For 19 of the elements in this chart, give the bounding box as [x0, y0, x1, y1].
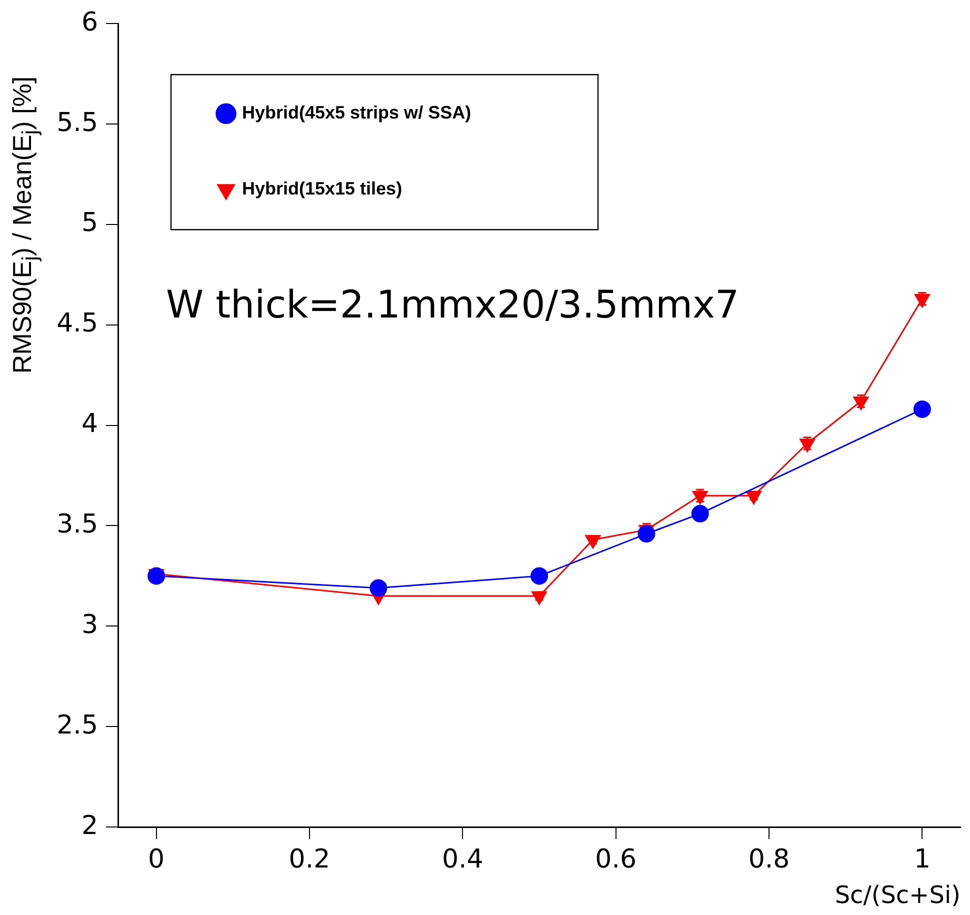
y-tick-label: 6 [81, 7, 98, 38]
y-tick-label: 3 [81, 610, 98, 640]
x-tick-label: 0.6 [595, 844, 637, 874]
x-tick-label: 0.8 [748, 844, 790, 874]
x-tick-label: 0.4 [442, 844, 484, 874]
y-tick-label: 2.5 [56, 710, 98, 740]
y-tick-label: 4.5 [56, 308, 98, 339]
legend-label: Hybrid(45x5 strips w/ SSA) [242, 102, 472, 123]
y-tick-label: 5.5 [56, 108, 98, 138]
y-tick-label: 2 [81, 810, 98, 841]
x-tick-label: 0 [148, 844, 165, 874]
y-tick-label: 4 [81, 409, 98, 440]
x-tick-label: 1 [914, 844, 930, 874]
x-tick-label: 0.2 [288, 844, 330, 874]
x-axis-title: Sc/(Sc+Si) [834, 880, 960, 909]
legend-label: Hybrid(15x15 tiles) [242, 178, 402, 199]
y-tick-label: 5 [81, 208, 98, 238]
annotation: W thick=2.1mmx20/3.5mmx7 [166, 282, 740, 327]
y-tick-label: 3.5 [56, 509, 98, 540]
